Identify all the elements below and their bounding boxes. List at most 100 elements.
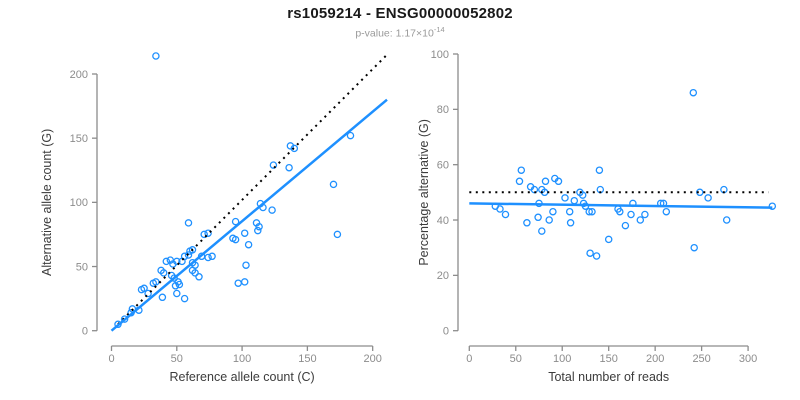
data-point [114, 320, 122, 329]
y-axis-title: Alternative allele count (G) [40, 129, 54, 276]
data-point [162, 257, 171, 266]
data-point [689, 88, 698, 97]
data-point [515, 177, 524, 186]
y-tick-label: 100 [431, 49, 449, 61]
data-point [578, 191, 587, 199]
data-point [184, 251, 193, 259]
data-point [170, 274, 178, 282]
data-point [636, 216, 645, 224]
data-point [768, 202, 777, 210]
data-point [517, 166, 526, 174]
data-point [144, 289, 152, 298]
data-point [173, 289, 181, 298]
regression-line [110, 98, 388, 332]
x-tick-label: 50 [171, 353, 183, 365]
p-value-exponent: -14 [433, 25, 445, 34]
x-tick-label: 150 [298, 353, 316, 365]
figure-subtitle: p-value: 1.17×10-14 [0, 25, 800, 40]
data-point [140, 284, 148, 293]
data-point [690, 243, 698, 252]
data-point [159, 269, 168, 277]
data-point [120, 315, 129, 323]
data-point [561, 194, 569, 202]
y-tick-label: 60 [437, 159, 449, 171]
data-point [242, 261, 250, 269]
data-point [722, 216, 731, 224]
data-point [188, 246, 197, 254]
identity-line [117, 55, 387, 326]
data-point [175, 280, 184, 289]
p-value-text: p-value: 1.17×10 [355, 27, 434, 40]
y-axis-title: Percentage alternative (G) [417, 119, 431, 266]
data-point [333, 230, 342, 239]
y-tick-label: 100 [70, 197, 88, 209]
data-point [627, 210, 635, 219]
data-point [565, 207, 574, 216]
data-point [184, 219, 193, 227]
y-tick-label: 20 [437, 270, 449, 282]
data-point [255, 222, 263, 231]
data-point [588, 207, 596, 216]
data-point [290, 144, 299, 153]
y-tick-label: 40 [437, 215, 449, 227]
data-point [240, 278, 249, 286]
data-point [585, 207, 593, 216]
data-point [191, 269, 199, 277]
data-point [329, 180, 338, 189]
data-point [541, 177, 550, 186]
data-point [616, 207, 624, 216]
data-point [173, 257, 181, 266]
data-point [158, 293, 167, 302]
y-tick-label: 0 [443, 326, 449, 338]
allele-counts-scatter: 0 50 100 150 200 0 50 100 150 200 Reference allele… [40, 52, 388, 384]
data-point [621, 221, 630, 230]
data-point [604, 235, 613, 244]
data-point [704, 194, 712, 202]
data-point [208, 252, 216, 261]
x-tick-label: 300 [739, 353, 757, 365]
y-tick-label: 50 [76, 261, 88, 273]
x-tick-label: 100 [233, 353, 251, 365]
data-point [180, 294, 189, 303]
x-tick-label: 200 [646, 353, 664, 365]
percentage-vs-coverage-scatter: 0 20 40 60 80 100 0 50 100 150 200 250 300 Total numb… [417, 49, 777, 384]
data-point [662, 207, 671, 216]
x-tick-label: 200 [364, 353, 382, 365]
x-axis-title: Total number of reads [548, 370, 669, 384]
data-point [586, 249, 594, 257]
data-point [204, 229, 212, 237]
y-tick-label: 150 [70, 133, 88, 145]
x-tick-label: 50 [510, 353, 522, 365]
data-point [254, 226, 262, 235]
data-point [244, 240, 253, 249]
x-tick-label: 250 [692, 353, 710, 365]
figure-header: rs1059214 - ENSG00000052802 p-value: 1.1… [0, 0, 800, 40]
data-point [204, 253, 212, 262]
data-point [231, 217, 240, 226]
data-point [200, 230, 208, 239]
data-point [231, 235, 240, 244]
data-point [346, 131, 355, 140]
data-point [549, 207, 557, 216]
data-point [696, 188, 704, 197]
data-point [538, 227, 546, 235]
figure-title: rs1059214 - ENSG00000052802 [287, 5, 513, 22]
data-point [268, 206, 276, 214]
x-axis-title: Reference allele count (C) [169, 370, 314, 384]
data-point [566, 219, 575, 227]
data-point [592, 252, 601, 260]
data-point [240, 229, 249, 237]
data-point [285, 163, 293, 172]
data-points [114, 52, 355, 329]
data-point [554, 177, 563, 186]
data-points [491, 88, 777, 260]
y-tick-label: 0 [82, 326, 88, 338]
data-point [641, 210, 649, 219]
data-point [523, 219, 531, 227]
x-tick-label: 100 [553, 353, 571, 365]
x-tick-label: 0 [466, 353, 472, 365]
data-point [152, 52, 160, 60]
data-point [534, 213, 542, 222]
